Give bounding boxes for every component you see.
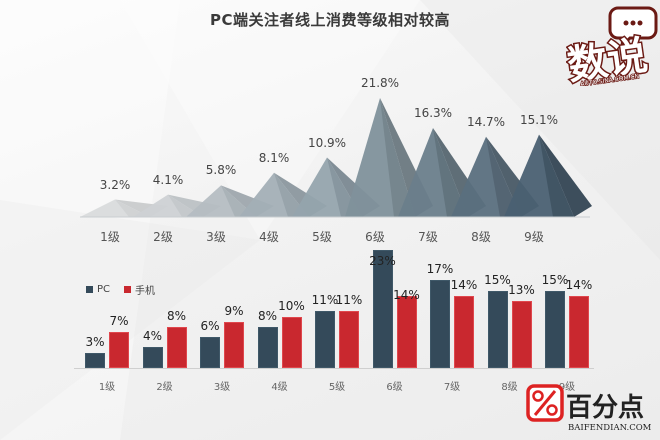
bar-pc-4	[257, 326, 278, 368]
pyramid-category-label: 3级	[206, 230, 226, 244]
legend-label-mobile: 手机	[135, 286, 156, 297]
bar-pc-6	[372, 249, 393, 368]
bar-category-label: 7级	[443, 382, 461, 393]
pyramid-category-label: 1级	[100, 230, 120, 244]
svg-text:百分点: 百分点	[566, 392, 644, 423]
bar-category-label: 9级	[558, 382, 576, 393]
bar-category-label: 2级	[156, 382, 173, 393]
bar-mobile-3	[224, 321, 244, 368]
svg-text:BAIFENDIAN.COM: BAIFENDIAN.COM	[568, 423, 652, 433]
pyramid-value-label: 4.1%	[152, 172, 184, 187]
bar-category-label: 5级	[328, 382, 346, 393]
bar-category-label: 3级	[213, 382, 231, 393]
bar-mobile-1	[109, 331, 129, 368]
bar-category-label: 8级	[501, 382, 518, 393]
bar-value-label: 13%	[508, 283, 535, 298]
bar-mobile-9	[569, 295, 589, 368]
bar-mobile-7	[454, 295, 474, 368]
bar-mobile-2	[166, 326, 187, 368]
legend: PC 手机	[86, 282, 155, 297]
bar-mobile-5	[339, 311, 359, 368]
legend-swatch-mobile	[124, 286, 132, 293]
pyramid-value-label: 16.3%	[413, 106, 453, 121]
bar-category-label: 6级	[386, 382, 403, 393]
bar-value-label: 10%	[278, 298, 305, 313]
bar-pc-5	[315, 311, 335, 368]
bar-value-label: 14%	[565, 277, 593, 292]
pyramid-9	[504, 134, 592, 217]
bar-value-label: 3%	[85, 334, 105, 349]
pyramid-value-label: 5.8%	[205, 163, 237, 178]
bar-value-label: 9%	[224, 303, 244, 318]
pyramid-value-label: 3.2%	[99, 177, 131, 192]
chart-title: PC端关注者线上消费等级相对较高	[209, 11, 450, 29]
bar-pc-2	[142, 347, 163, 368]
bar-value-label: 15%	[484, 272, 511, 287]
legend-label-pc: PC	[97, 284, 111, 295]
bar-mobile-4	[281, 316, 302, 368]
baifendian-logo: 百分点 BAIFENDIAN.COM	[526, 384, 652, 433]
bar-value-label: 8%	[257, 308, 278, 323]
bar-pc-7	[430, 280, 450, 368]
pyramid-value-label: 21.8%	[360, 76, 400, 90]
bar-value-label: 15%	[541, 272, 569, 287]
bar-mobile-8	[511, 301, 532, 368]
bar-value-label: 17%	[426, 262, 454, 277]
bar-category-label: 1级	[98, 382, 116, 393]
bar-pc-8	[487, 290, 508, 368]
bar-value-label: 7%	[109, 313, 129, 328]
pyramid-category-label: 9级	[524, 230, 544, 244]
pyramid-chart	[80, 98, 592, 218]
bar-mobile-6	[396, 295, 417, 368]
pyramid-category-label: 2级	[153, 230, 173, 244]
bar-pc-3	[200, 337, 220, 368]
pyramid-value-label: 8.1%	[258, 150, 290, 165]
bar-value-label: 14%	[393, 287, 420, 302]
bar-value-label: 11%	[335, 293, 363, 308]
pyramid-category-label: 7级	[418, 230, 438, 244]
pyramid-value-label: 14.7%	[466, 114, 506, 129]
pyramid-category-label: 6级	[365, 230, 385, 244]
bar-pc-1	[85, 352, 105, 368]
bar-value-label: 6%	[200, 319, 220, 334]
bar-value-label: 14%	[450, 277, 478, 292]
bar-value-label: 23%	[369, 253, 396, 268]
bar-value-label: 4%	[142, 329, 163, 344]
bar-axis-line	[74, 368, 594, 369]
bar-pc-9	[545, 290, 565, 368]
legend-swatch-pc	[86, 286, 93, 293]
pyramid-category-label: 8级	[471, 230, 491, 244]
bar-value-label: 8%	[166, 308, 187, 323]
bar-value-label: 11%	[311, 293, 339, 308]
bar-category-label: 4级	[271, 382, 288, 393]
pyramid-value-label: 10.9%	[307, 135, 347, 150]
pyramid-value-label: 15.1%	[519, 112, 559, 127]
pyramid-category-label: 4级	[259, 230, 279, 244]
pyramid-category-label: 5级	[312, 230, 332, 244]
shushuo-logo: 数说 AUTO.SINA.COM.CN	[566, 6, 658, 86]
svg-text:数说: 数说	[566, 33, 650, 86]
